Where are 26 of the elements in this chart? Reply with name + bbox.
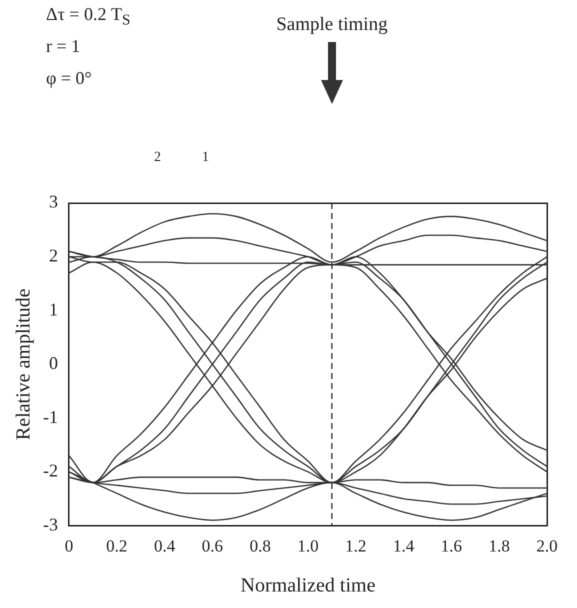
y-tick-label: -1	[42, 406, 58, 427]
x-tick-label: 1.2	[345, 536, 366, 556]
y-tick-label: 0	[48, 353, 58, 374]
ref-line-label: Sample timing	[276, 14, 388, 35]
x-tick-label: 0.8	[250, 536, 271, 556]
text: r = 1	[46, 36, 80, 57]
y-axis-title: Relative amplitude	[12, 288, 34, 440]
x-tick-label: 1.8	[488, 536, 510, 556]
y-tick-label: -2	[42, 460, 58, 481]
text: φ = 0°	[46, 68, 92, 89]
x-tick-label: 0.2	[106, 536, 128, 556]
x-axis-title: Normalized time	[240, 574, 376, 596]
x-tick-label: 1.4	[392, 536, 415, 556]
text: Δτ = 0.2 T$_{S}$	[46, 4, 130, 30]
y-tick-label: -3	[42, 514, 58, 534]
x-tick-label: 0.6	[202, 536, 224, 556]
y-tick-label: 3	[48, 192, 58, 212]
text: 2	[154, 150, 161, 166]
y-tick-label: 2	[48, 246, 58, 266]
x-tick-label: 0	[64, 536, 74, 556]
text: 1	[202, 150, 209, 166]
x-tick-label: 1.0	[297, 536, 319, 556]
x-tick-label: 0.4	[154, 536, 176, 556]
y-tick-label: 1	[48, 299, 58, 320]
x-tick-label: 2.0	[536, 536, 558, 556]
x-tick-label: 1.6	[440, 536, 462, 556]
